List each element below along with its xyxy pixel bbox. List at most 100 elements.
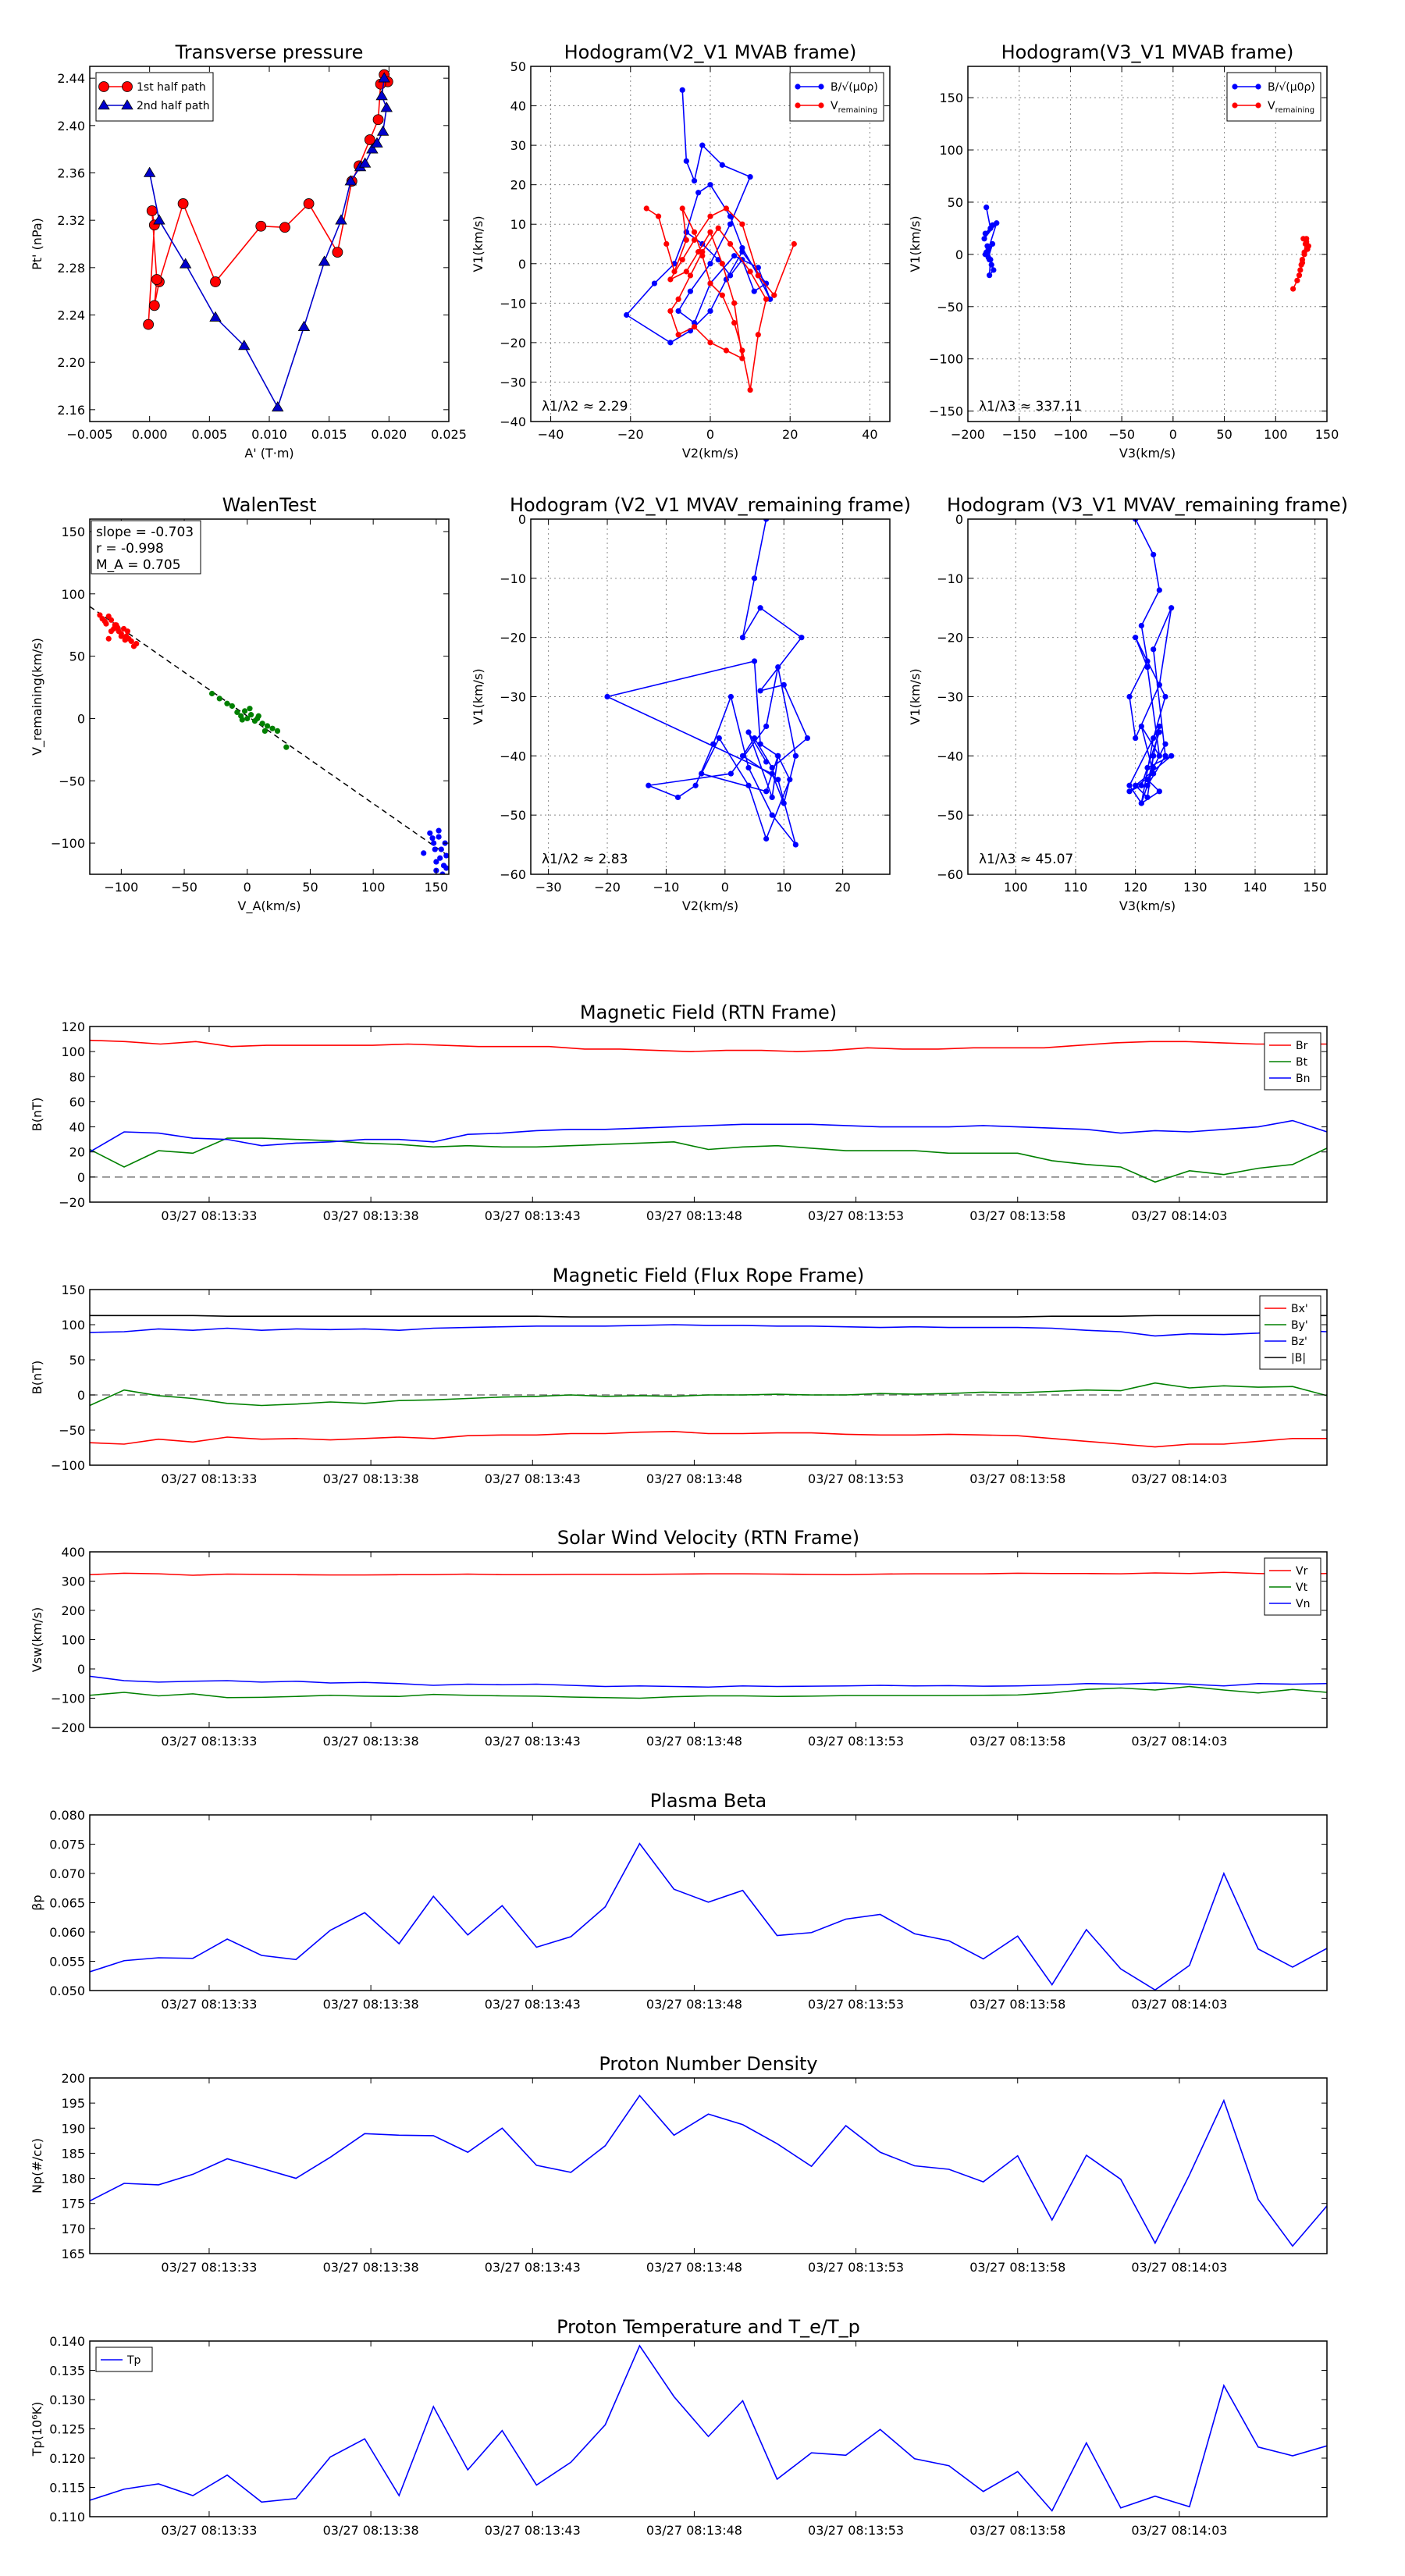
data-point [283, 744, 290, 750]
y-tick-label: 0.060 [49, 1925, 85, 1940]
data-point [775, 753, 781, 759]
y-tick-label: 200 [61, 1603, 85, 1618]
legend: Vr Vt Vn [1264, 1557, 1321, 1616]
data-point [239, 717, 245, 723]
y-ytick-label: 10 [510, 217, 526, 232]
chart-title: Hodogram(V3_V1 MVAB frame) [1001, 41, 1294, 63]
data-point [679, 205, 685, 212]
data-point [431, 840, 437, 846]
data-point [443, 865, 449, 871]
data-point [1156, 788, 1162, 795]
chart-walen: −100 −50 0 50 100 150 −100 −50 0 50 100 150 WalenTes… [30, 494, 450, 914]
data-point [675, 296, 681, 302]
data-point [318, 255, 331, 266]
legend-label-subscript: remaining [1275, 106, 1315, 115]
data-point [767, 296, 774, 302]
data-point [727, 240, 734, 247]
data-point [757, 605, 763, 611]
chart-h1: −40 −20 0 20 40 −40 −30 −20 −10 0 10 20 30 40 50 Hodogr… [471, 41, 891, 461]
data-point [715, 225, 721, 231]
data-point [1290, 286, 1297, 292]
x-xtick-label: −150 [1002, 427, 1037, 442]
legend-box [1226, 72, 1321, 122]
data-point [208, 690, 215, 697]
x-xtick-label: −100 [1053, 427, 1087, 442]
series-line-Tp [90, 2344, 1327, 2512]
y-ytick-label: 2.28 [57, 261, 85, 276]
data-point [376, 125, 389, 136]
legend-marker [121, 99, 133, 110]
data-point [1126, 782, 1133, 788]
x-xtick-label: −20 [617, 427, 644, 442]
data-point [984, 243, 991, 249]
data-point [981, 236, 987, 242]
data-point [1156, 681, 1162, 688]
y-tick-label: 0.140 [49, 2334, 85, 2349]
series-line-Vr [90, 1571, 1327, 1576]
time-tick-label: 03/27 08:13:48 [646, 1734, 742, 1749]
data-point [375, 90, 388, 101]
x-axis-label: V_A(km/s) [238, 898, 301, 914]
data-point [716, 735, 722, 742]
chart-title: Transverse pressure [175, 41, 364, 63]
x-xtick-label: 50 [302, 880, 318, 895]
x-xtick-label: 0.005 [191, 427, 227, 442]
data-point [781, 800, 787, 806]
data-point [651, 280, 658, 286]
data-point [747, 386, 753, 393]
data-point [727, 272, 734, 279]
time-tick-label: 03/27 08:13:38 [323, 1734, 419, 1749]
y-tick-label: 195 [61, 2096, 85, 2111]
y-axis-label: V1(km/s) [471, 668, 486, 724]
data-point [1144, 658, 1151, 664]
time-tick-label: 03/27 08:13:53 [808, 1734, 904, 1749]
x-xtick-label: 0 [706, 427, 714, 442]
x-xtick-label: 0 [721, 880, 729, 895]
data-point [691, 324, 698, 330]
legend-marker [818, 102, 824, 109]
data-point [731, 253, 738, 259]
y-ytick-label: −100 [929, 352, 963, 367]
time-tick-label: 03/27 08:13:53 [808, 1208, 904, 1223]
data-point [787, 777, 793, 783]
time-tick-label: 03/27 08:14:03 [1131, 2523, 1227, 2538]
y-tick-label: 0 [77, 1662, 85, 1677]
data-point [358, 157, 372, 168]
data-point [209, 311, 222, 322]
y-tick-label: 0.110 [49, 2510, 85, 2524]
y-tick-label: 100 [61, 1044, 85, 1059]
data-point [1138, 800, 1144, 806]
data-point [234, 709, 240, 716]
data-point [143, 318, 155, 330]
y-ytick-label: 2.40 [57, 119, 85, 133]
chart-ts5: 03/27 08:13:33 03/27 08:13:38 03/27 08:13:… [30, 2053, 1328, 2275]
legend-marker [1255, 102, 1261, 109]
data-point [1299, 259, 1306, 266]
data-point [378, 72, 390, 83]
y-ytick-label: −10 [937, 571, 963, 586]
data-point [247, 712, 254, 718]
time-tick-label: 03/27 08:13:33 [161, 1471, 257, 1486]
x-xtick-label: 0 [1169, 427, 1177, 442]
legend-marker [795, 84, 801, 90]
plot-frame [89, 1026, 1328, 1203]
time-tick-label: 03/27 08:13:58 [969, 1997, 1065, 2012]
data-point [1151, 753, 1157, 759]
legend-label: B/√(μ0ρ) [831, 81, 878, 94]
data-point [297, 320, 311, 331]
time-tick-label: 03/27 08:13:53 [808, 2523, 904, 2538]
chart-h4: 100 110 120 130 140 150 −60 −50 −40 −30 −20 −10 0Hod… [908, 494, 1348, 913]
data-point [433, 859, 439, 865]
time-tick-label: 03/27 08:13:33 [161, 2260, 257, 2275]
chart-ts1: 03/27 08:13:33 03/27 08:13:38 03/27 08:13:… [30, 1002, 1328, 1223]
eigenvalue-ratio: λ1/λ3 ≈ 337.11 [979, 399, 1082, 415]
data-point [179, 258, 192, 269]
time-tick-label: 03/27 08:13:48 [646, 2260, 742, 2275]
time-tick-label: 03/27 08:13:43 [485, 1471, 581, 1486]
data-point [792, 753, 799, 759]
data-point [366, 143, 379, 154]
data-point [739, 355, 745, 361]
data-point [757, 688, 763, 694]
data-point [739, 753, 746, 759]
